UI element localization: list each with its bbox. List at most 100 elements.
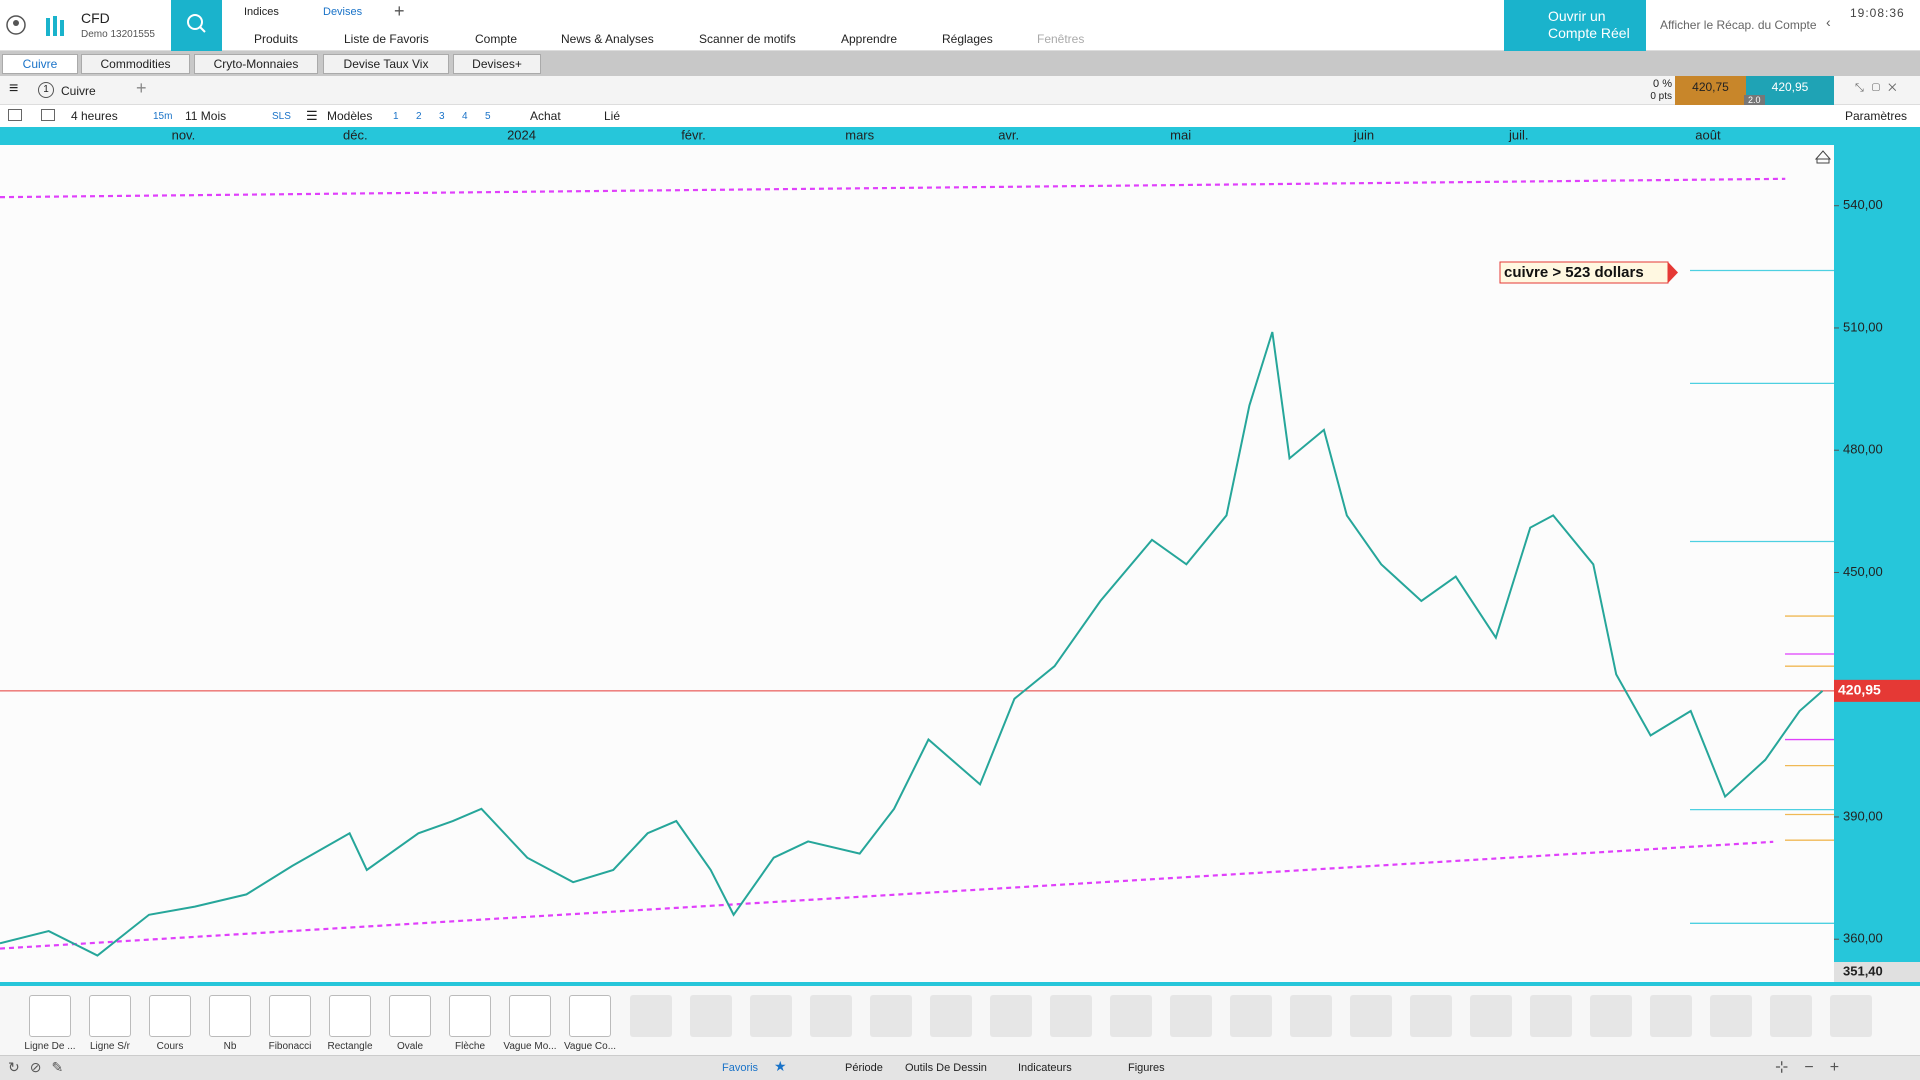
chart: nov. déc. 2024 févr. mars avr. mai juin juil. aoû… — [0, 127, 1920, 986]
sls[interactable]: SLS — [272, 111, 291, 122]
y-tick-label: 390,00 — [1843, 808, 1883, 823]
preset[interactable]: 4 — [462, 111, 468, 122]
tool-slot — [1830, 995, 1872, 1037]
templates[interactable]: Modèles — [327, 109, 373, 123]
bid[interactable]: 420,75 — [1675, 76, 1746, 105]
tool-button[interactable] — [269, 995, 311, 1037]
tool-button[interactable] — [89, 995, 131, 1037]
star[interactable]: ★ — [774, 1058, 787, 1074]
current-price-box — [1834, 679, 1920, 702]
footer-icons[interactable]: ↻⊘✎ — [8, 1059, 74, 1075]
nav-item[interactable]: Produits — [254, 32, 299, 46]
x-tick-label: nov. — [172, 127, 196, 142]
y-tick-label: 450,00 — [1843, 564, 1883, 579]
tool-button[interactable] — [509, 995, 551, 1037]
params[interactable]: Paramètres — [1845, 109, 1908, 123]
interval[interactable]: 4 heures — [71, 109, 118, 123]
layout-icon[interactable] — [41, 109, 55, 121]
tool-label: Cours — [156, 1041, 184, 1052]
tool-label: Vague Mo... — [503, 1041, 557, 1052]
x-tick-label: juin — [1353, 127, 1374, 142]
window-icons[interactable]: ⤡▢✕ — [1855, 82, 1905, 94]
tool-slot — [990, 995, 1032, 1037]
tool-slot — [1650, 995, 1692, 1037]
buy[interactable]: Achat — [530, 109, 561, 123]
tool-button[interactable] — [329, 995, 371, 1037]
x-tick-label: mai — [1170, 127, 1191, 142]
watchlist-tab[interactable]: Cuivre — [2, 54, 78, 74]
tool-button[interactable] — [389, 995, 431, 1037]
nav-item[interactable]: News & Analyses — [561, 32, 654, 46]
nav-item[interactable]: Liste de Favoris — [344, 32, 429, 46]
add-tab[interactable]: + — [394, 1, 405, 21]
current-price-label: 420,95 — [1838, 682, 1881, 698]
plot-area — [0, 145, 1834, 982]
trendline — [0, 840, 1774, 950]
tool-slot — [1290, 995, 1332, 1037]
tool-slot — [1410, 995, 1452, 1037]
nav-item[interactable]: Scanner de motifs — [699, 32, 796, 46]
watchlist-tab[interactable]: Commodities — [81, 54, 190, 74]
brand: CFD — [81, 10, 110, 26]
x-tick-label: mars — [845, 127, 874, 142]
preset[interactable]: 1 — [393, 111, 399, 122]
chart-toolbar: ≡ 1 Cuivre + 0 % 0 pts 420,75 420,95 2.0… — [0, 76, 1920, 105]
nav-item[interactable]: Réglages — [942, 32, 993, 46]
footer-tab[interactable]: Outils De Dessin — [905, 1062, 987, 1074]
change-pts: 0 pts — [1650, 91, 1672, 102]
tool-slot — [1470, 995, 1512, 1037]
list-icon[interactable] — [8, 109, 22, 121]
settings-toolbar: 4 heures 15m 11 Mois SLS ☰ Modèles 1 2 3 4 5… — [0, 105, 1920, 127]
tool-slot — [1050, 995, 1092, 1037]
chevron[interactable]: ‹ — [1826, 14, 1831, 30]
home-icon — [1814, 150, 1832, 164]
templates-icon[interactable]: ☰ — [306, 108, 318, 123]
menu-icon[interactable]: ≡ — [9, 80, 19, 97]
x-tick-label: 2024 — [507, 127, 536, 142]
search-button[interactable] — [171, 0, 222, 51]
spread: 2.0 — [1744, 95, 1765, 105]
tool-button[interactable] — [149, 995, 191, 1037]
preset[interactable]: 3 — [439, 111, 445, 122]
user-icon[interactable] — [5, 14, 27, 36]
tool-label: Rectangle — [327, 1041, 373, 1052]
account-summary[interactable]: Afficher le Récap. du Compte — [1660, 18, 1817, 32]
tool-button[interactable] — [449, 995, 491, 1037]
bottom-price-box — [1834, 962, 1920, 982]
nav-item[interactable]: Compte — [475, 32, 518, 46]
footer-tab[interactable]: Figures — [1128, 1062, 1165, 1074]
preset[interactable]: 5 — [485, 111, 491, 122]
slot[interactable]: 1 — [38, 82, 54, 98]
logo — [46, 16, 64, 36]
tool-button[interactable] — [29, 995, 71, 1037]
tool-label: Ovale — [396, 1041, 424, 1052]
tab-indices[interactable]: Indices — [244, 6, 279, 18]
bottom-price-label: 351,40 — [1843, 963, 1883, 978]
watchlist-tab[interactable]: Devises+ — [453, 54, 541, 74]
quick-interval[interactable]: 15m — [153, 111, 173, 122]
tool-button[interactable] — [569, 995, 611, 1037]
footer-tab[interactable]: Période — [845, 1062, 883, 1074]
annotation: cuivre > 523 dollars — [1504, 264, 1644, 281]
add-chart[interactable]: + — [136, 78, 147, 98]
nav-item[interactable]: Fenêtres — [1037, 32, 1085, 46]
preset[interactable]: 2 — [416, 111, 422, 122]
tool-button[interactable] — [209, 995, 251, 1037]
open-account-button[interactable]: Ouvrir un Compte Réel — [1504, 0, 1646, 51]
nav-item[interactable]: Apprendre — [841, 32, 898, 46]
account-id: Demo 13201555 — [81, 29, 155, 40]
range[interactable]: 11 Mois — [185, 109, 227, 123]
watchlist-tab[interactable]: Devise Taux Vix — [323, 54, 449, 74]
clock: 19:08:36 — [1850, 6, 1905, 20]
separator — [0, 982, 1920, 986]
instrument[interactable]: Cuivre — [61, 84, 96, 98]
footer-tab[interactable]: Favoris — [722, 1062, 759, 1074]
y-tick-label: 360,00 — [1843, 931, 1883, 946]
linked[interactable]: Lié — [604, 109, 621, 123]
zoom-icons[interactable]: ⊹−+ — [1775, 1059, 1856, 1076]
watchlist-tab[interactable]: Cryto-Monnaies — [194, 54, 318, 74]
annotation-arrow — [1668, 262, 1678, 283]
tab-devises[interactable]: Devises — [323, 6, 363, 18]
tool-label: Nb — [223, 1041, 237, 1052]
footer-tab[interactable]: Indicateurs — [1018, 1062, 1072, 1074]
